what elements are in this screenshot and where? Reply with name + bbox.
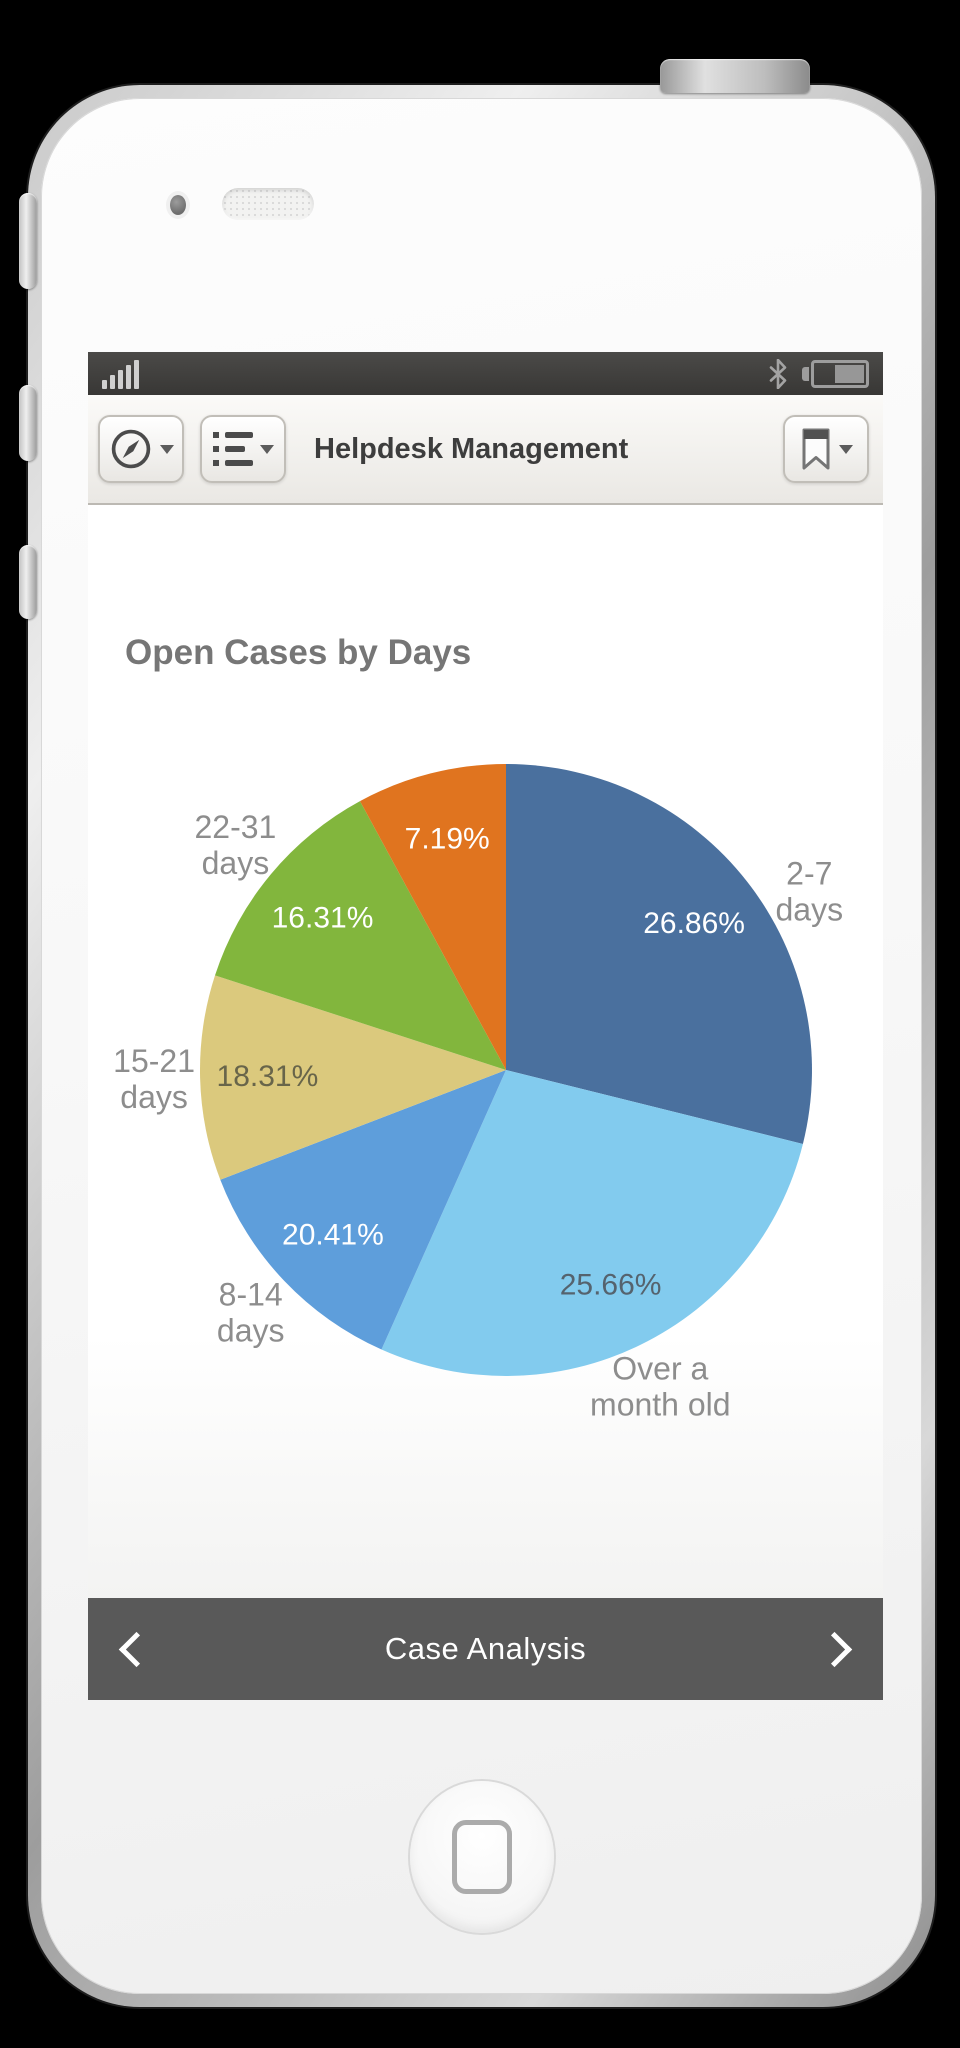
- chevron-right-icon[interactable]: [816, 1631, 853, 1667]
- pie-slice-22-31-days[interactable]: [215, 801, 506, 1070]
- mute-switch: [19, 193, 37, 289]
- report-name: Case Analysis: [384, 1631, 587, 1666]
- home-button-square-icon: [451, 1820, 512, 1894]
- pie-value-label: 20.41%: [282, 1218, 384, 1251]
- phone-frame: Helpdesk Management Open Cases by Days 2…: [19, 59, 935, 2007]
- toolbar: Helpdesk Management: [88, 395, 883, 505]
- volume-up-button: [19, 385, 37, 461]
- app-screen: Helpdesk Management Open Cases by Days 2…: [88, 352, 883, 1700]
- pie-value-label: 7.19%: [405, 823, 490, 856]
- pie-value-label: 26.86%: [643, 907, 745, 940]
- chevron-down-icon: [838, 444, 853, 454]
- chart-title: Open Cases by Days: [125, 633, 472, 672]
- status-bar: [88, 352, 883, 395]
- front-camera: [170, 195, 186, 215]
- pie-category-label: month old: [590, 1386, 731, 1422]
- app-title: Helpdesk Management: [314, 432, 629, 465]
- pie-category-label: 22-31: [194, 809, 276, 845]
- pie-value-label: 25.66%: [560, 1269, 662, 1302]
- home-button[interactable]: [409, 1781, 554, 1933]
- signal-bars-icon: [102, 359, 139, 389]
- list-menu-button[interactable]: [200, 415, 286, 483]
- earpiece-speaker: [222, 188, 314, 220]
- bookmark-menu-button[interactable]: [783, 415, 869, 483]
- pie-value-label: 16.31%: [272, 901, 374, 934]
- compass-icon: [109, 427, 153, 471]
- battery-fill: [835, 364, 864, 383]
- pie-slice-2-7-days[interactable]: [506, 764, 812, 1144]
- power-button: [660, 59, 810, 93]
- volume-down-button: [19, 545, 37, 619]
- pie-category-label: days: [217, 1312, 285, 1348]
- pie-category-label: days: [202, 845, 270, 881]
- report-content: Open Cases by Days 26.86% 2-7 days 25.66% Ov…: [88, 505, 883, 1598]
- chevron-down-icon: [259, 444, 274, 454]
- pie-slice-over-a-month-old[interactable]: [381, 1070, 803, 1376]
- pie-category-label: days: [120, 1079, 188, 1115]
- report-pager-bar: Case Analysis: [88, 1598, 883, 1700]
- pie-category-label: 8-14: [219, 1276, 283, 1312]
- pie-category-label: Over a: [612, 1350, 708, 1386]
- chevron-down-icon: [159, 444, 174, 454]
- pie-category-label: 2-7: [786, 855, 832, 891]
- pie-slice-unlabeled[interactable]: [360, 764, 506, 1070]
- compass-menu-button[interactable]: [98, 415, 184, 483]
- bookmark-icon: [800, 427, 832, 471]
- battery-icon: [802, 359, 869, 388]
- bluetooth-icon: [768, 358, 788, 389]
- pie-category-label: days: [776, 891, 844, 927]
- pie-value-label: 18.31%: [217, 1060, 319, 1093]
- pie-slice-15-21-days[interactable]: [199, 975, 506, 1180]
- list-icon: [212, 432, 253, 466]
- pie-slice-8-14-days[interactable]: [220, 1070, 507, 1350]
- pie-category-label: 15-21: [113, 1043, 195, 1079]
